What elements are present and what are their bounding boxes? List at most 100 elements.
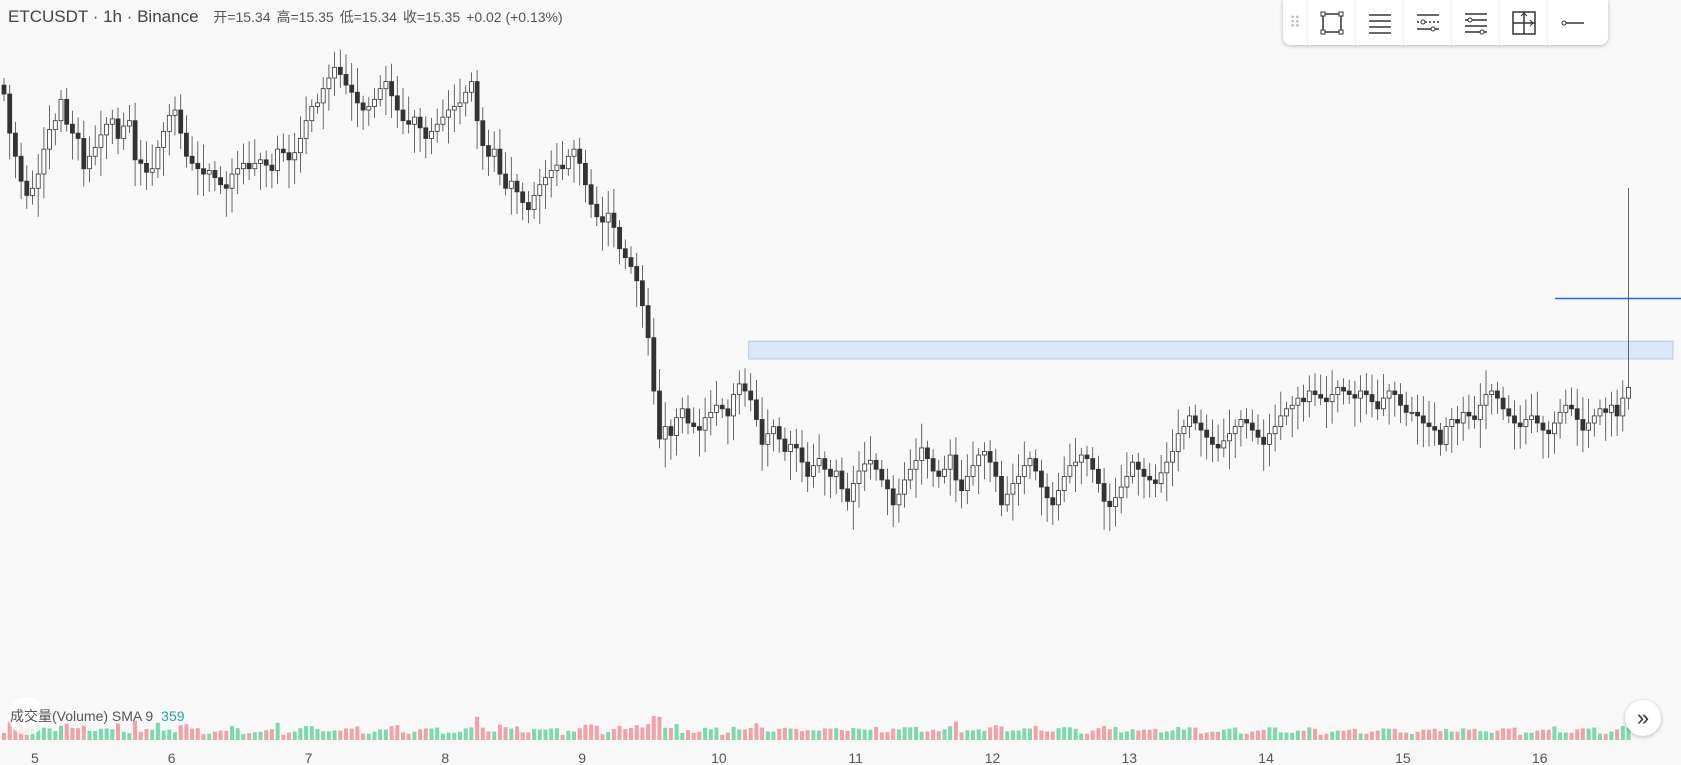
- volume-bar: [822, 728, 827, 740]
- pane-settings-icon[interactable]: [8, 697, 46, 735]
- volume-bar: [326, 731, 331, 740]
- volume-bar: [247, 733, 252, 740]
- candle-down: [1318, 394, 1324, 399]
- volume-bar: [133, 720, 138, 740]
- candle-up: [548, 170, 554, 179]
- volume-bar: [805, 730, 810, 740]
- volume-bar: [1501, 728, 1506, 740]
- candle-up: [1232, 426, 1238, 435]
- horizontal-lines-icon[interactable]: [1355, 0, 1403, 45]
- candle-down: [349, 84, 355, 93]
- volume-bar: [1039, 730, 1044, 740]
- candle-down: [611, 212, 617, 228]
- candle-down: [742, 383, 748, 392]
- candle-down: [793, 443, 799, 449]
- volume-legend: 成交量(Volume) SMA 9 359: [10, 706, 185, 726]
- volume-bar: [623, 729, 628, 740]
- volume-bar: [788, 728, 793, 740]
- candle-down: [588, 184, 594, 205]
- candle-down: [1517, 422, 1523, 427]
- candle-up: [1181, 426, 1187, 435]
- candle-up: [366, 106, 372, 111]
- candle-down: [269, 164, 275, 171]
- volume-bar: [646, 724, 651, 740]
- candle-up: [1591, 415, 1597, 424]
- candle-down: [423, 127, 429, 139]
- candle-up: [1004, 493, 1010, 506]
- candle-up: [1238, 419, 1244, 427]
- candle-down: [1033, 458, 1039, 472]
- candle-up: [1061, 475, 1067, 492]
- candle-up: [87, 155, 92, 170]
- volume-bar: [1216, 731, 1221, 740]
- resistance-zone-layer: [748, 297, 1681, 360]
- candle-up: [543, 177, 548, 186]
- volume-bar: [640, 727, 645, 740]
- candle-up: [1067, 465, 1073, 477]
- volume-bar: [1204, 732, 1209, 740]
- candle-down: [75, 132, 81, 139]
- symbol-title[interactable]: ETCUSDT · 1h · Binance: [8, 7, 199, 26]
- candle-down: [645, 305, 651, 339]
- candle-down: [70, 123, 75, 134]
- fib-levels-icon[interactable]: [1451, 0, 1499, 45]
- volume-bar: [287, 732, 291, 740]
- candle-down: [936, 470, 942, 477]
- candle-down: [805, 461, 811, 477]
- volume-bar: [1398, 732, 1403, 740]
- volume-bar: [463, 728, 468, 740]
- candle-down: [782, 438, 788, 452]
- volume-bar: [1592, 727, 1597, 740]
- volume-bar: [121, 731, 126, 740]
- volume-bar: [1147, 729, 1152, 740]
- candle-down: [1153, 479, 1158, 484]
- volume-bar: [902, 727, 907, 740]
- parallel-channel-icon[interactable]: [1403, 0, 1451, 45]
- candle-up: [1078, 454, 1084, 463]
- volume-bar: [885, 732, 890, 740]
- rectangle-tool-icon[interactable]: [1307, 0, 1355, 45]
- candle-down: [1324, 397, 1329, 403]
- horizontal-ray-icon[interactable]: [1547, 0, 1595, 45]
- candle-up: [1113, 497, 1118, 508]
- candle-down: [389, 81, 395, 97]
- volume-bar: [138, 731, 143, 740]
- candle-down: [560, 164, 565, 170]
- volume-bar: [594, 725, 599, 740]
- volume-bar: [936, 731, 941, 740]
- candle-down: [583, 162, 588, 186]
- candle-up: [765, 433, 771, 445]
- price-range-icon[interactable]: [1499, 0, 1547, 45]
- volume-bar: [1005, 731, 1010, 740]
- x-tick-label: 6: [168, 750, 176, 765]
- volume-bar: [1176, 727, 1181, 740]
- scroll-to-realtime-icon[interactable]: »: [1625, 700, 1661, 736]
- volume-bar: [982, 730, 987, 740]
- volume-bar: [195, 728, 200, 740]
- volume-bar: [760, 727, 765, 740]
- candle-down: [1096, 468, 1101, 484]
- volume-bar: [925, 731, 930, 740]
- candle-down: [1261, 436, 1267, 445]
- candle-down: [486, 145, 491, 157]
- volume-bar: [269, 729, 274, 740]
- volume-bar: [292, 731, 297, 740]
- candle-up: [47, 129, 52, 150]
- candle-up: [127, 120, 132, 127]
- volume-bar: [1130, 729, 1135, 740]
- candle-up: [121, 125, 127, 139]
- candle-up: [229, 173, 235, 189]
- volume-bar: [309, 726, 314, 740]
- candles-layer: [1, 49, 1631, 531]
- volume-bar: [497, 724, 502, 740]
- volume-bar: [355, 726, 360, 740]
- volume-bar: [737, 729, 742, 740]
- volume-bar: [1010, 730, 1015, 740]
- drag-handle-icon[interactable]: ⠿: [1289, 14, 1301, 32]
- candle-down: [138, 159, 144, 164]
- volume-bar: [127, 733, 132, 740]
- volume-bar: [224, 730, 229, 740]
- volume-bar: [589, 724, 594, 740]
- volume-bar: [1569, 732, 1574, 740]
